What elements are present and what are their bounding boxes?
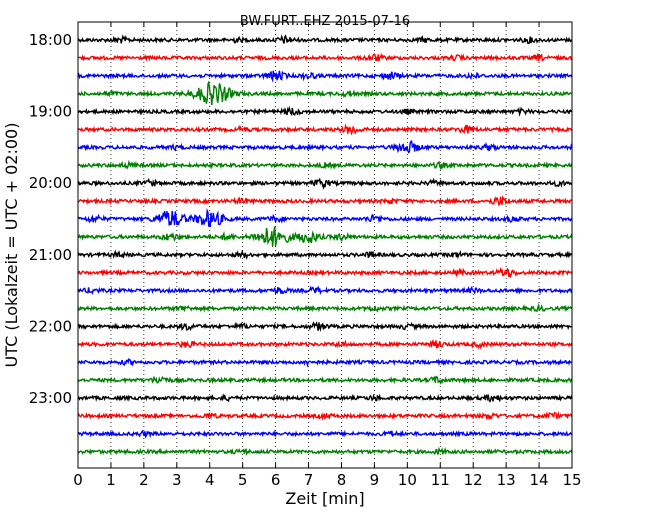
y-tick-label: 20:00 [29, 174, 72, 192]
x-tick-label: 6 [271, 471, 281, 489]
x-tick-label: 1 [106, 471, 116, 489]
trace-line [77, 285, 573, 296]
trace-line [77, 195, 573, 207]
y-tick-label: 21:00 [29, 246, 72, 264]
trace-line [77, 177, 573, 190]
seismic-traces [77, 34, 573, 456]
trace-line [77, 80, 573, 106]
x-tick-label: 4 [205, 471, 215, 489]
trace-line [77, 208, 573, 227]
y-tick-label: 23:00 [29, 389, 72, 407]
y-axis-label: UTC (Lokalzeit = UTC + 02:00) [2, 123, 21, 368]
trace-line [77, 357, 573, 368]
x-tick-label: 15 [562, 471, 581, 489]
trace-line [77, 375, 573, 385]
x-tick-label: 0 [73, 471, 83, 489]
trace-line [77, 410, 573, 421]
trace-line [77, 140, 573, 154]
trace-line [77, 266, 573, 279]
x-tick-label: 7 [304, 471, 314, 489]
trace-line [77, 302, 573, 313]
trace-line [77, 226, 573, 247]
x-tick-label: 2 [139, 471, 149, 489]
x-tick-label: 14 [530, 471, 549, 489]
x-tick-label: 13 [497, 471, 516, 489]
x-tick-label: 8 [337, 471, 347, 489]
trace-line [77, 70, 573, 83]
x-tick-label: 3 [172, 471, 182, 489]
y-axis-ticks: 18:00 19:00 20:00 21:00 22:00 23:00 [29, 31, 572, 407]
x-axis-ticks: 0 1 2 3 4 5 6 7 8 9 10 11 12 13 14 15 [73, 22, 582, 489]
y-tick-label: 22:00 [29, 317, 72, 335]
x-tick-label: 10 [398, 471, 417, 489]
trace-line [77, 429, 573, 439]
x-tick-label: 9 [370, 471, 380, 489]
y-tick-label: 19:00 [29, 103, 72, 121]
trace-line [77, 34, 572, 45]
trace-line [77, 123, 573, 136]
x-tick-label: 11 [431, 471, 450, 489]
trace-line [77, 321, 573, 332]
trace-line [77, 446, 573, 456]
x-tick-label: 12 [464, 471, 483, 489]
trace-line [77, 339, 573, 350]
y-tick-label: 18:00 [29, 31, 72, 49]
trace-line [77, 52, 573, 62]
trace-line [77, 105, 573, 117]
x-tick-label: 5 [238, 471, 248, 489]
x-axis-label: Zeit [min] [285, 489, 364, 508]
trace-line [78, 392, 573, 403]
plot-frame [77, 21, 573, 469]
trace-line [77, 249, 573, 260]
trace-line [77, 159, 573, 171]
